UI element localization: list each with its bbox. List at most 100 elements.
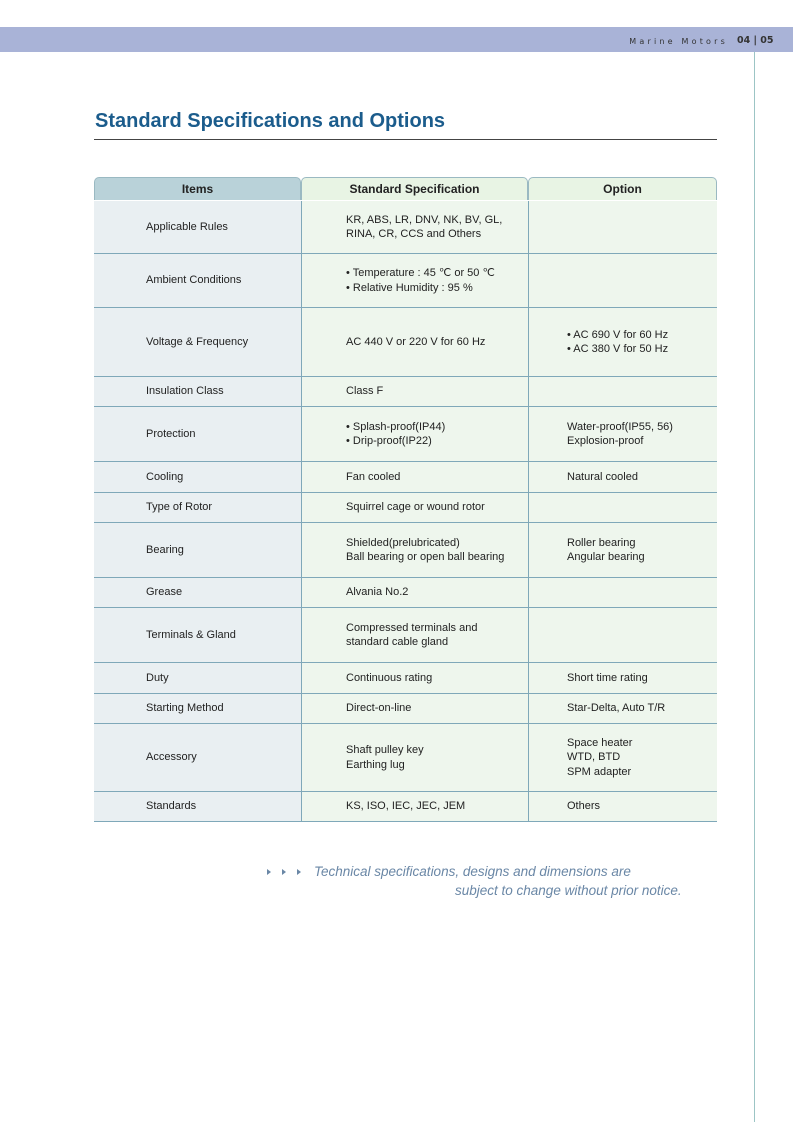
cell-line: Direct-on-line (346, 702, 412, 715)
cell-line: • Relative Humidity : 95 % (346, 281, 473, 294)
cell-line: Duty (146, 671, 169, 684)
cell-line: Earthing lug (346, 758, 405, 771)
cell-line: Accessory (146, 751, 197, 764)
table-cell: Cooling (94, 462, 301, 493)
table-cell (528, 254, 717, 308)
cell-line: SPM adapter (567, 765, 632, 778)
cell-line: KR, ABS, LR, DNV, NK, BV, GL, (346, 213, 503, 226)
cell-line: RINA, CR, CCS and Others (346, 228, 482, 240)
table-cell: Alvania No.2 (301, 578, 528, 608)
cell-line: Angular bearing (567, 551, 645, 563)
cell-line: Natural cooled (567, 470, 638, 483)
table-cell: • Splash-proof(IP44) • Drip-proof(IP22) (301, 407, 528, 462)
brand: Marine Motors (629, 37, 728, 46)
cell-line: Shielded(prelubricated) (346, 536, 460, 549)
column-header: Items (94, 177, 301, 200)
cell-line: Ambient Conditions (146, 274, 242, 287)
cell-line: Voltage & Frequency (146, 335, 249, 348)
table-cell: Squirrel cage or wound rotor (301, 493, 528, 523)
cell-line: Protection (146, 427, 196, 440)
table-cell: Insulation Class (94, 377, 301, 407)
cell-line: Continuous rating (346, 671, 433, 684)
table-cell: Water-proof(IP55, 56) Explosion-proof (528, 407, 717, 462)
cell-line: Roller bearing (567, 536, 636, 549)
cell-line: Fan cooled (346, 470, 401, 483)
table-cell (528, 377, 717, 407)
cell-line: Compressed terminals and (346, 621, 478, 634)
cell-line: Squirrel cage or wound rotor (346, 501, 485, 514)
cell-line: Alvania No.2 (346, 586, 409, 599)
cell-line: Ball bearing or open ball bearing (346, 551, 505, 563)
cell-line: • Drip-proof(IP22) (346, 435, 432, 447)
table-cell: Short time rating (528, 663, 717, 694)
table-cell: • Temperature : 45 ℃ or 50 ℃ • Relative H… (301, 254, 528, 308)
cell-line: Applicable Rules (146, 220, 228, 233)
note-line: Technical specifications, designs and di… (314, 864, 631, 879)
table-cell: Class F (301, 377, 528, 407)
cell-line: Starting Method (146, 702, 224, 715)
table-cell: Compressed terminals and standard cable g… (301, 608, 528, 663)
table-cell: • AC 690 V for 60 Hz • AC 380 V for 50 Hz (528, 308, 717, 377)
margin-line (754, 52, 755, 1122)
table-cell: Starting Method (94, 694, 301, 724)
table-cell: Applicable Rules (94, 201, 301, 254)
title-rule (94, 139, 717, 140)
table-cell: Accessory (94, 724, 301, 792)
cell-line: • Temperature : 45 ℃ or 50 ℃ (346, 267, 495, 279)
cell-line: • Splash-proof(IP44) (346, 420, 446, 433)
table-cell: Voltage & Frequency (94, 308, 301, 377)
cell-line: Cooling (146, 470, 184, 483)
cell-line: Short time rating (567, 671, 648, 684)
table-cell: Grease (94, 578, 301, 608)
table-cell: Continuous rating (301, 663, 528, 694)
cell-line: Class F (346, 385, 384, 398)
table-cell (528, 578, 717, 608)
cell-line: Bearing (146, 543, 184, 556)
cell-line: • AC 690 V for 60 Hz (567, 328, 669, 341)
column-header: Standard Specification (301, 177, 528, 200)
column-header: Option (528, 177, 717, 200)
table-cell: Bearing (94, 523, 301, 578)
table-cell (528, 493, 717, 523)
table-cell: Duty (94, 663, 301, 694)
table-cell: Shielded(prelubricated) Ball bearing or o… (301, 523, 528, 578)
note-arrows (267, 869, 301, 875)
cell-line: Grease (146, 586, 183, 599)
table-cell: Shaft pulley key Earthing lug (301, 724, 528, 792)
cell-line: KS, ISO, IEC, JEC, JEM (346, 800, 466, 813)
cell-line: Standards (146, 800, 197, 813)
cell-line: WTD, BTD (567, 751, 621, 764)
cell-line: • AC 380 V for 50 Hz (567, 343, 669, 355)
cell-line: Terminals & Gland (146, 628, 236, 641)
table-cell: Natural cooled (528, 462, 717, 493)
title: Standard Specifications and Options (95, 110, 446, 132)
table-cell: Protection (94, 407, 301, 462)
table-cell: KR, ABS, LR, DNV, NK, BV, GL, RINA, CR, C… (301, 201, 528, 254)
table-cell (528, 608, 717, 663)
table-cell: KS, ISO, IEC, JEC, JEM (301, 792, 528, 822)
table-cell: Ambient Conditions (94, 254, 301, 308)
page-numbers: 04 | 05 (737, 35, 774, 46)
cell-line: Insulation Class (146, 385, 224, 398)
table-cell: Star-Delta, Auto T/R (528, 694, 717, 724)
table-cell: Standards (94, 792, 301, 822)
table-cell (528, 201, 717, 254)
cell-line: AC 440 V or 220 V for 60 Hz (346, 335, 486, 348)
cell-line: Others (567, 800, 601, 813)
table-cell: AC 440 V or 220 V for 60 Hz (301, 308, 528, 377)
table-cell: Fan cooled (301, 462, 528, 493)
cell-line: Explosion-proof (567, 435, 644, 447)
cell-line: Star-Delta, Auto T/R (567, 702, 666, 715)
note-line: subject to change without prior notice. (455, 883, 682, 898)
table-cell: Space heater WTD, BTD SPM adapter (528, 724, 717, 792)
cell-line: Type of Rotor (146, 501, 213, 514)
table-cell: Roller bearing Angular bearing (528, 523, 717, 578)
cell-line: Water-proof(IP55, 56) (567, 420, 673, 433)
table-cell: Direct-on-line (301, 694, 528, 724)
cell-line: Shaft pulley key (346, 744, 424, 756)
cell-line: standard cable gland (346, 636, 449, 648)
header-band (0, 27, 793, 52)
table-cell: Others (528, 792, 717, 822)
table-cell: Terminals & Gland (94, 608, 301, 663)
